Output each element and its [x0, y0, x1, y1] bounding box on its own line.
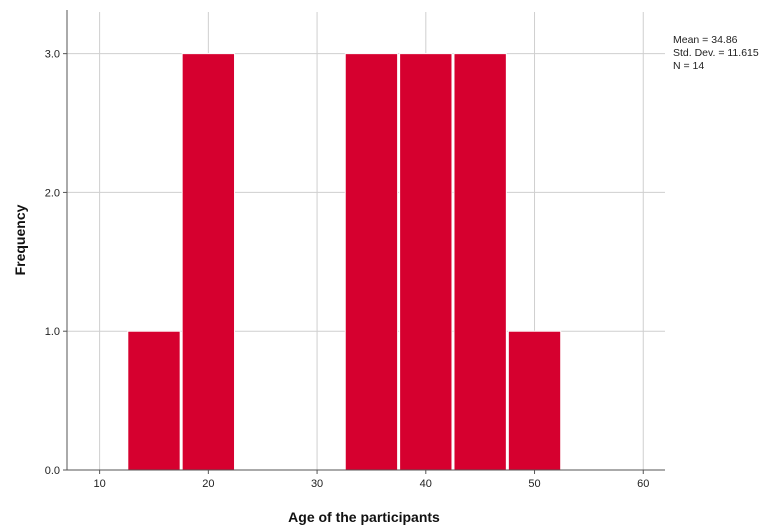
- x-tick-label: 20: [202, 478, 214, 490]
- stats-box: Mean = 34.86 Std. Dev. = 11.615 N = 14: [673, 34, 759, 72]
- histogram-bar: [453, 53, 507, 471]
- stats-mean: Mean = 34.86: [673, 34, 738, 46]
- x-axis-title: Age of the participants: [288, 509, 440, 525]
- y-tick-label: 1.0: [45, 326, 60, 338]
- y-tick-label: 3.0: [45, 49, 60, 61]
- x-tick-label: 40: [420, 478, 432, 490]
- x-tick-label: 50: [528, 478, 540, 490]
- y-axis-title: Frequency: [12, 204, 28, 275]
- y-tick-label: 0.0: [45, 465, 60, 477]
- stats-n: N = 14: [673, 60, 704, 72]
- bars-layer: [127, 53, 562, 471]
- x-tick-label: 60: [637, 478, 649, 490]
- histogram-bar: [127, 330, 181, 471]
- histogram-bar: [181, 53, 236, 471]
- stats-std-dev: Std. Dev. = 11.615: [673, 47, 759, 59]
- y-tick-label: 2.0: [45, 187, 60, 199]
- histogram-bar: [507, 330, 562, 471]
- axes-layer: [66, 10, 665, 471]
- x-tick-label: 10: [93, 478, 105, 490]
- histogram-bar: [344, 53, 399, 471]
- x-tick-label: 30: [311, 478, 323, 490]
- ticks-layer: 10 20 30 40 50 60 0.0 1.0 2.0 3.0: [45, 49, 650, 490]
- histogram-bar: [399, 53, 453, 471]
